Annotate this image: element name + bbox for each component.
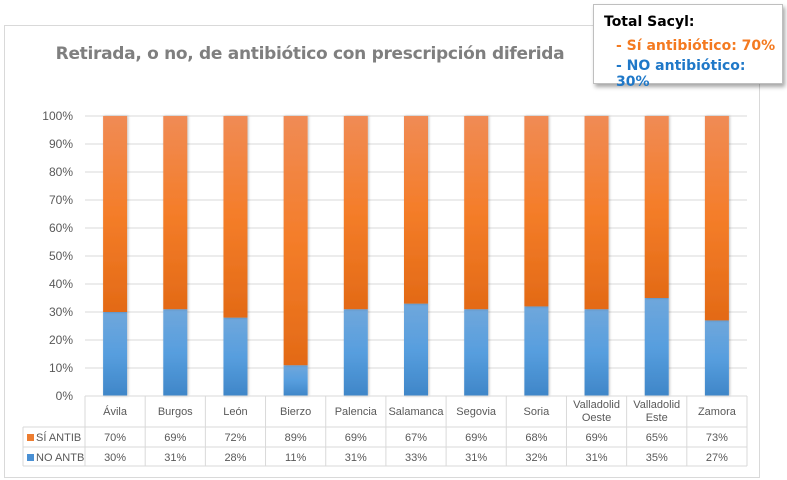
x-category-label: Salamanca (388, 406, 444, 418)
x-category-label: Bierzo (280, 406, 311, 418)
legend-key-no-antb (27, 454, 34, 461)
bar-no-antb (524, 306, 549, 396)
bar-no-antb (223, 317, 248, 396)
x-category-label: León (223, 406, 247, 418)
data-label: 68% (525, 432, 547, 444)
bar-no-antb (704, 320, 729, 396)
data-label: 70% (104, 432, 126, 444)
x-category-label: Palencia (335, 406, 378, 418)
callout-no-antibiotico: - NO antibiótico: 30% (616, 58, 746, 90)
legend-label: NO ANTB (36, 452, 84, 464)
x-category-label: Oeste (582, 412, 611, 424)
data-label: 11% (285, 452, 306, 464)
bar-no-antb (343, 309, 368, 396)
data-label: 31% (586, 452, 608, 464)
y-tick-label: 10% (49, 361, 73, 375)
y-tick-label: 30% (49, 305, 73, 319)
data-label: 31% (164, 452, 186, 464)
bar-no-antb (584, 309, 609, 396)
chart-title: Retirada, o no, de antibiótico con presc… (55, 44, 565, 64)
bar-si-antib (644, 116, 669, 298)
bar-si-antib (584, 116, 609, 310)
y-tick-label: 70% (49, 193, 73, 207)
bar-no-antb (103, 312, 128, 396)
total-sacyl-callout: Total Sacyl: - Sí antibiótico: 70% - NO … (593, 4, 783, 90)
y-tick-label: 50% (49, 249, 73, 263)
data-label: 69% (164, 432, 186, 444)
callout-si-antibiotico: - Sí antibiótico: 70% (616, 38, 776, 54)
data-label: 32% (525, 452, 547, 464)
bar-si-antib (163, 116, 188, 310)
y-tick-label: 90% (49, 137, 73, 151)
data-label: 69% (465, 432, 487, 444)
bar-no-antb (163, 309, 188, 396)
bar-si-antib (524, 116, 549, 307)
data-label: 73% (706, 432, 728, 444)
y-tick-label: 40% (49, 277, 73, 291)
x-category-label: Burgos (158, 406, 193, 418)
legend-key-si-antib (27, 434, 34, 441)
data-label: 28% (224, 452, 246, 464)
bar-si-antib (283, 116, 308, 366)
data-label: 31% (465, 452, 487, 464)
x-category-label: Zamora (698, 406, 737, 418)
bar-si-antib (223, 116, 248, 318)
bar-si-antib (103, 116, 128, 312)
bar-si-antib (343, 116, 368, 310)
bar-no-antb (644, 298, 669, 396)
x-category-label: Este (646, 412, 668, 424)
y-tick-label: 80% (49, 165, 73, 179)
x-category-label: Valladolid (573, 399, 620, 411)
legend-label: SÍ ANTIB (36, 431, 81, 444)
data-label: 31% (345, 452, 367, 464)
bar-si-antib (704, 116, 729, 321)
bar-no-antb (283, 365, 308, 396)
chart-frame (4, 25, 760, 478)
bar-no-antb (404, 303, 428, 396)
data-label: 69% (345, 432, 367, 444)
x-category-label: Ávila (103, 405, 128, 418)
data-label: 72% (224, 432, 246, 444)
y-tick-label: 20% (49, 333, 73, 347)
y-tick-label: 60% (49, 221, 73, 235)
y-tick-label: 0% (56, 389, 74, 403)
x-category-label: Soria (524, 406, 551, 418)
bar-no-antb (464, 309, 489, 396)
data-label: 27% (706, 452, 728, 464)
data-label: 35% (646, 452, 668, 464)
callout-title: Total Sacyl: (604, 14, 695, 30)
bar-si-antib (464, 116, 489, 310)
data-label: 69% (586, 432, 608, 444)
bar-si-antib (404, 116, 428, 304)
data-label: 30% (104, 452, 126, 464)
data-label: 67% (405, 432, 427, 444)
x-category-label: Valladolid (633, 399, 680, 411)
x-category-label: Segovia (456, 406, 497, 418)
y-tick-label: 100% (42, 109, 73, 123)
data-label: 65% (646, 432, 668, 444)
data-label: 33% (405, 452, 427, 464)
data-label: 89% (285, 432, 307, 444)
